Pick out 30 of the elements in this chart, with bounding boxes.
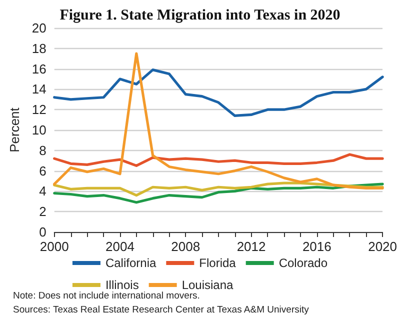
legend-label: Illinois [105,278,139,292]
legend-label: Louisiana [182,278,234,292]
legend-label: California [105,256,156,270]
x-tick-label: 2004 [106,239,134,254]
x-tick-label: 2020 [368,239,397,254]
y-tick-label: 0 [39,224,46,240]
y-tick-label: 12 [32,102,46,118]
x-tick-label: 2000 [40,239,69,254]
x-tick-label: 2008 [171,239,200,254]
y-tick-label: 18 [32,40,46,56]
line-series [53,52,384,190]
text: Note: Does not include international movers. [13,290,200,302]
y-tick-label: 8 [39,142,46,158]
line-series [53,153,384,167]
y-tick-label: 16 [32,61,46,76]
y-tick-label: 6 [39,163,46,178]
line-series [53,68,384,118]
y-axis-title: Percent [7,107,22,152]
legend-label: Colorado [278,256,328,270]
line-series [53,182,384,204]
y-tick-label: 4 [39,184,46,199]
legend-label: Florida [199,256,236,270]
chart-title: Figure 1. State Migration into Texas in 2020 [60,8,340,24]
x-tick-label: 2012 [236,239,266,254]
x-tick-label: 2016 [302,239,332,254]
y-tick-label: 14 [32,82,46,97]
source-note: Sources: Texas Real Estate Research Center at Texas A&M University [13,304,310,316]
y-tick-label: 20 [32,20,46,36]
y-tick-label: 2 [39,204,46,220]
y-tick-label: 10 [32,122,46,138]
